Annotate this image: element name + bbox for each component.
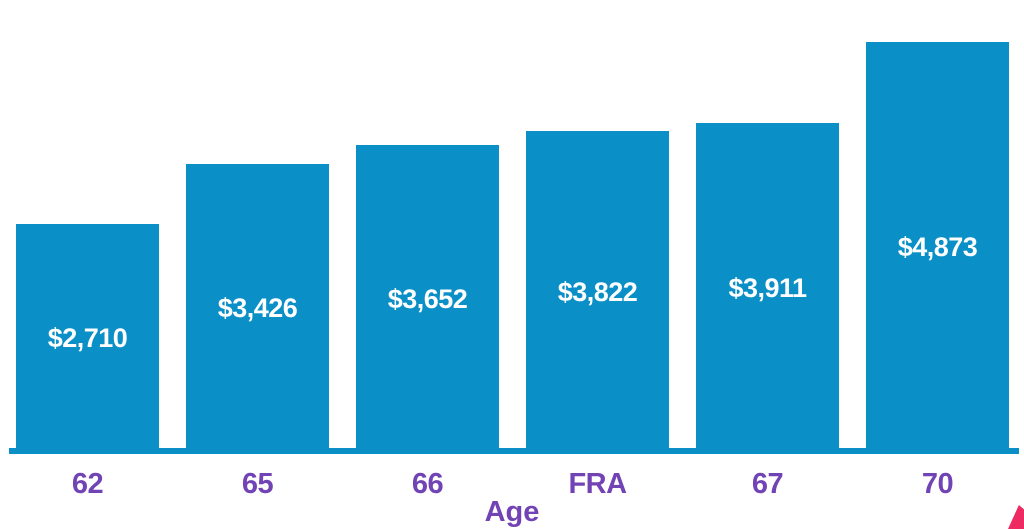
bar-66: $3,652	[356, 145, 499, 453]
bar-70: $4,873	[866, 42, 1009, 453]
category-label-FRA: FRA	[568, 468, 627, 500]
category-label-62: 62	[71, 468, 104, 500]
bar-65: $3,426	[186, 164, 329, 453]
bar-value-label: $3,911	[728, 272, 807, 303]
bar-value-label: $3,652	[387, 283, 468, 314]
category-label-67: 67	[751, 468, 784, 500]
category-label-65: 65	[241, 468, 274, 500]
bar-FRA: $3,822	[526, 131, 669, 453]
x-axis-title: Age	[484, 496, 540, 528]
category-label-66: 66	[411, 468, 444, 500]
bar-value-label: $3,822	[557, 276, 638, 307]
bar-67: $3,911	[696, 123, 839, 453]
x-axis-line	[9, 448, 1019, 454]
corner-accent-triangle	[1008, 505, 1024, 529]
category-label-70: 70	[921, 468, 954, 500]
bar-value-label: $3,426	[217, 293, 298, 323]
bar-value-label: $4,873	[897, 232, 978, 262]
bar-value-label: $2,710	[47, 323, 128, 353]
bar-62: $2,710	[16, 224, 159, 453]
